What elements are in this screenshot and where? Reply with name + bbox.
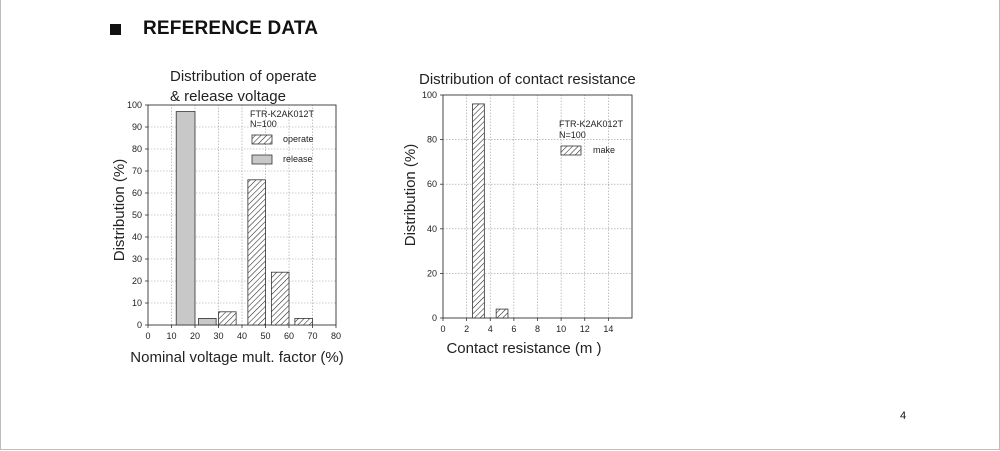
x-tick-label: 2 [464, 324, 469, 334]
legend-swatch-make [560, 145, 582, 156]
page-number: 4 [900, 410, 907, 422]
legend-label-make: make [593, 145, 615, 155]
x-tick-label: 4 [488, 324, 493, 334]
legend-swatch-release [251, 154, 273, 165]
bar-operate [294, 317, 313, 326]
bar-operate [247, 179, 266, 326]
y-axis-label: Distribution (%) [111, 159, 128, 262]
x-tick-label: 14 [603, 324, 613, 334]
y-tick-label: 100 [127, 100, 142, 110]
bar-operate [218, 311, 237, 326]
bar-release [175, 111, 196, 326]
x-tick-label: 0 [440, 324, 445, 334]
x-tick-label: 10 [556, 324, 566, 334]
bar-release [198, 317, 217, 326]
y-tick-label: 80 [427, 135, 437, 145]
y-tick-label: 0 [432, 313, 437, 323]
x-axis-label: Contact resistance (m ) [446, 340, 601, 357]
y-tick-label: 60 [427, 179, 437, 189]
chart-title-line: Distribution of contact resistance [419, 71, 636, 88]
y-tick-label: 50 [132, 210, 142, 220]
bar-make [472, 103, 485, 319]
chart-note-line: FTR-K2AK012T [250, 109, 315, 119]
x-tick-label: 70 [307, 331, 317, 341]
y-tick-label: 10 [132, 298, 142, 308]
x-tick-label: 6 [511, 324, 516, 334]
y-tick-label: 30 [132, 254, 142, 264]
chart-note-line: N=100 [250, 119, 277, 129]
y-tick-label: 60 [132, 188, 142, 198]
section-heading: REFERENCE DATA [110, 17, 318, 41]
x-tick-label: 30 [213, 331, 223, 341]
chart-note-line: N=100 [559, 130, 586, 140]
chart-operate-release-voltage: 0 10 20 30 40 50 60 70 80 90 100 0 10 20 30 40 50 60 70 80 D… [111, 68, 344, 366]
y-tick-label: 70 [132, 166, 142, 176]
y-tick-label: 100 [422, 90, 437, 100]
x-tick-label: 80 [331, 331, 341, 341]
x-tick-label: 12 [580, 324, 590, 334]
x-tick-label: 8 [535, 324, 540, 334]
bar-make [495, 308, 509, 319]
legend-label-operate: operate [283, 134, 314, 144]
section-title: REFERENCE DATA [143, 18, 319, 39]
y-tick-label: 40 [427, 224, 437, 234]
x-tick-label: 40 [237, 331, 247, 341]
y-tick-label: 20 [427, 268, 437, 278]
x-tick-label: 0 [145, 331, 150, 341]
y-axis-label: Distribution (%) [402, 144, 419, 247]
x-tick-label: 50 [260, 331, 270, 341]
y-tick-label: 90 [132, 122, 142, 132]
x-tick-label: 10 [166, 331, 176, 341]
legend-label-release: release [283, 154, 313, 164]
chart-contact-resistance: 0 20 40 60 80 100 0 2 4 6 8 10 12 14 Distribution of c… [402, 71, 636, 357]
y-tick-label: 20 [132, 276, 142, 286]
x-tick-label: 20 [190, 331, 200, 341]
bar-operate [270, 271, 290, 326]
legend-swatch-operate [251, 134, 273, 145]
chart-note-line: FTR-K2AK012T [559, 119, 624, 129]
y-tick-label: 80 [132, 144, 142, 154]
x-tick-label: 60 [284, 331, 294, 341]
x-axis-label: Nominal voltage mult. factor (%) [130, 349, 343, 366]
y-tick-label: 40 [132, 232, 142, 242]
y-tick-label: 0 [137, 320, 142, 330]
square-bullet-icon [110, 23, 121, 35]
chart-title-line: Distribution of operate [170, 68, 317, 85]
chart-title-line: & release voltage [170, 88, 286, 105]
